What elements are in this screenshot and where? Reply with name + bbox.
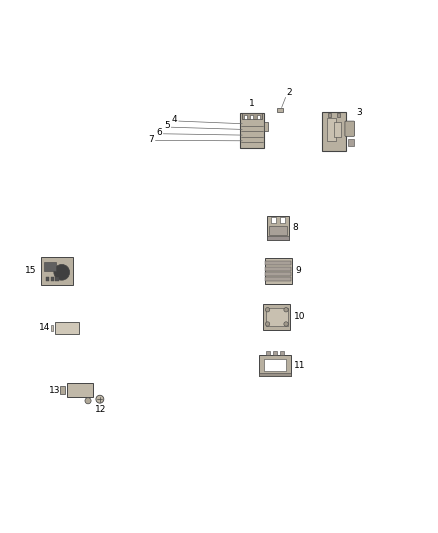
- Text: 9: 9: [295, 266, 301, 276]
- Bar: [280, 351, 284, 354]
- Bar: [337, 113, 340, 117]
- Text: 11: 11: [294, 361, 306, 370]
- Bar: [67, 383, 93, 397]
- Text: 6: 6: [156, 128, 162, 137]
- Bar: [265, 258, 292, 284]
- Bar: [259, 373, 291, 376]
- Circle shape: [284, 308, 288, 312]
- Bar: [269, 227, 287, 235]
- Bar: [251, 115, 253, 119]
- Bar: [50, 325, 53, 331]
- Bar: [242, 114, 262, 119]
- Text: 13: 13: [49, 385, 61, 394]
- Bar: [334, 122, 341, 138]
- Bar: [321, 112, 346, 151]
- Text: 14: 14: [39, 324, 50, 332]
- Bar: [240, 113, 264, 148]
- Bar: [50, 278, 54, 281]
- Bar: [41, 257, 73, 285]
- Bar: [280, 217, 285, 223]
- Bar: [266, 308, 288, 326]
- Text: 5: 5: [164, 122, 170, 131]
- Bar: [54, 322, 78, 334]
- Bar: [46, 278, 49, 281]
- Bar: [267, 237, 289, 240]
- Bar: [328, 113, 331, 117]
- Bar: [264, 359, 286, 370]
- Circle shape: [265, 308, 270, 312]
- Bar: [265, 261, 291, 265]
- Circle shape: [284, 322, 288, 326]
- Bar: [264, 122, 268, 131]
- Bar: [44, 262, 56, 271]
- Text: 3: 3: [357, 108, 363, 117]
- Text: 7: 7: [148, 134, 154, 143]
- Circle shape: [96, 395, 104, 403]
- Bar: [277, 108, 283, 112]
- Text: 10: 10: [294, 312, 305, 321]
- Bar: [271, 217, 276, 223]
- Bar: [348, 139, 354, 146]
- Bar: [259, 354, 291, 376]
- Text: 1: 1: [249, 99, 255, 108]
- FancyBboxPatch shape: [345, 121, 354, 136]
- Bar: [266, 351, 270, 354]
- Bar: [55, 278, 59, 281]
- Circle shape: [54, 264, 70, 280]
- Circle shape: [265, 322, 270, 326]
- Text: 4: 4: [172, 115, 177, 124]
- Bar: [265, 266, 291, 271]
- Bar: [244, 115, 247, 119]
- Bar: [265, 277, 291, 281]
- Bar: [265, 272, 291, 276]
- Text: 8: 8: [293, 223, 298, 232]
- Text: 2: 2: [286, 87, 292, 96]
- Bar: [263, 304, 290, 329]
- Bar: [257, 115, 260, 119]
- Circle shape: [85, 398, 91, 404]
- Bar: [60, 386, 65, 394]
- Text: 12: 12: [95, 405, 106, 414]
- Bar: [273, 351, 277, 354]
- Bar: [267, 216, 289, 239]
- Bar: [327, 118, 336, 141]
- Text: 15: 15: [25, 266, 36, 276]
